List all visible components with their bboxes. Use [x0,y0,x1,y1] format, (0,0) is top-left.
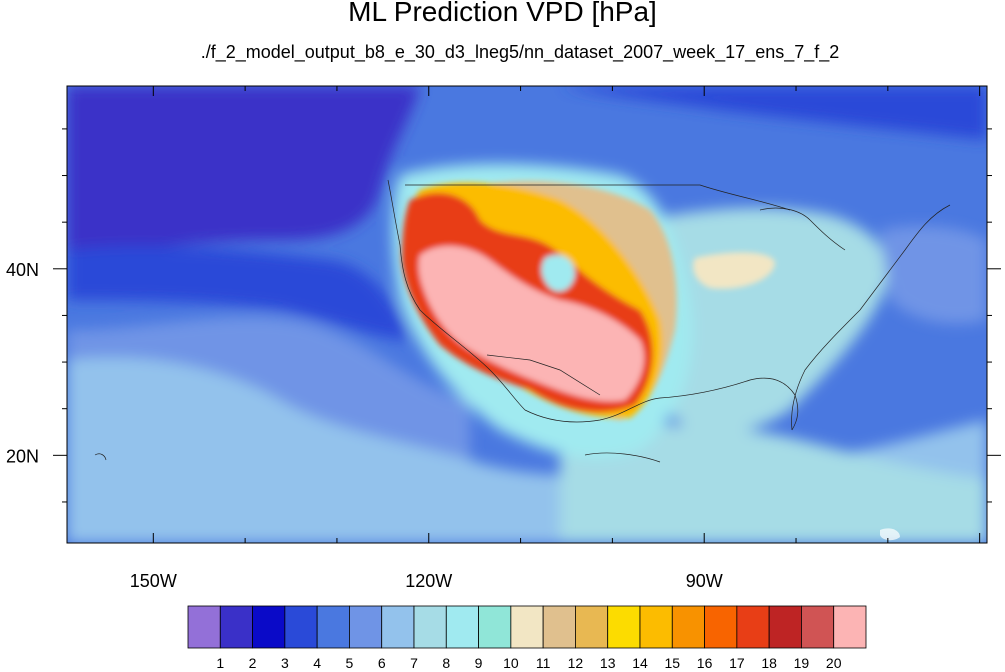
colorbar-swatch [252,605,286,649]
colorbar-swatch [413,605,447,649]
colorbar-swatch [284,605,318,649]
colorbar-swatch [575,605,609,649]
colorbar-swatch [510,605,544,649]
colorbar-swatch [671,605,705,649]
y-tick-label: 40N [6,260,39,280]
us-mexico-border [486,354,601,396]
region-ohio-valley [693,252,775,289]
colorbar-label: 10 [503,655,519,671]
hawaii-outline [94,453,107,461]
x-tick-label: 90W [686,571,723,591]
colorbar-swatch [219,605,253,649]
colorbar-swatch [542,605,576,649]
colorbar-label: 18 [761,655,777,671]
map-frame [66,85,988,544]
region-pacific-offshore [67,86,420,260]
colorbar-swatch [736,605,770,649]
x-tick-label: 150W [130,571,177,591]
colorbar-label: 4 [313,655,321,671]
colorbar-label: 16 [697,655,713,671]
region-canada-north [560,86,987,140]
cuba-outline [584,452,661,463]
colorbar-swatch [187,605,221,649]
colorbar-label: 11 [536,655,551,671]
region-pacific-coastal [67,245,410,340]
colorbar-label: 1 [216,655,224,671]
colorbar-label: 9 [475,655,483,671]
colorbar-label: 12 [568,655,584,671]
great-lakes-outline [759,207,846,251]
colorbar-label: 3 [281,655,289,671]
colorbar-swatch [801,605,835,649]
colorbar-swatch [833,605,867,649]
region-desert-southwest [418,245,645,402]
colorbar-swatch [316,605,350,649]
region-tropical-east [560,425,987,543]
west-coast-line [387,179,526,411]
map-subtitle: ./f_2_model_output_b8_e_30_d3_lneg5/nn_d… [200,42,840,62]
colorbar-label: 14 [632,655,648,671]
colorbar-swatch [704,605,738,649]
colorbar-swatch [349,605,383,649]
colorbar-swatch [478,605,512,649]
colorbar-swatch [381,605,415,649]
colorbar-swatch [445,605,479,649]
map-title: ML Prediction VPD [hPa] [348,0,657,27]
colorbar-label: 6 [378,655,386,671]
colorbar-label: 15 [664,655,680,671]
colorbar-label: 2 [249,655,257,671]
colorbar-label: 20 [826,655,842,671]
x-tick-label: 120W [405,571,452,591]
colorbar-label: 17 [729,655,745,671]
colorbar-label: 5 [346,655,354,671]
colorbar-swatch [768,605,802,649]
colorbar-label: 19 [794,655,810,671]
field-layer [67,86,987,543]
colorbar-label: 7 [410,655,418,671]
y-tick-label: 20N [6,446,39,466]
coastlines-layer [94,179,951,463]
colorbar-label: 13 [600,655,616,671]
us-canada-border [405,184,791,211]
colorbar-swatch [607,605,641,649]
colorbar-swatch [639,605,673,649]
region-rockies-moist [541,254,575,292]
axis-ticks: 150W 120W 90W 40N 20N [6,86,1001,591]
hotspot-mexico-coast [880,528,900,541]
east-coast-line [791,204,951,431]
colorbar: 1 2 3 4 5 6 7 8 9 10 11 12 13 14 15 16 17 18 19 20 [187,605,867,671]
region-atlantic-coastal [880,225,987,324]
colorbar-label: 8 [442,655,450,671]
